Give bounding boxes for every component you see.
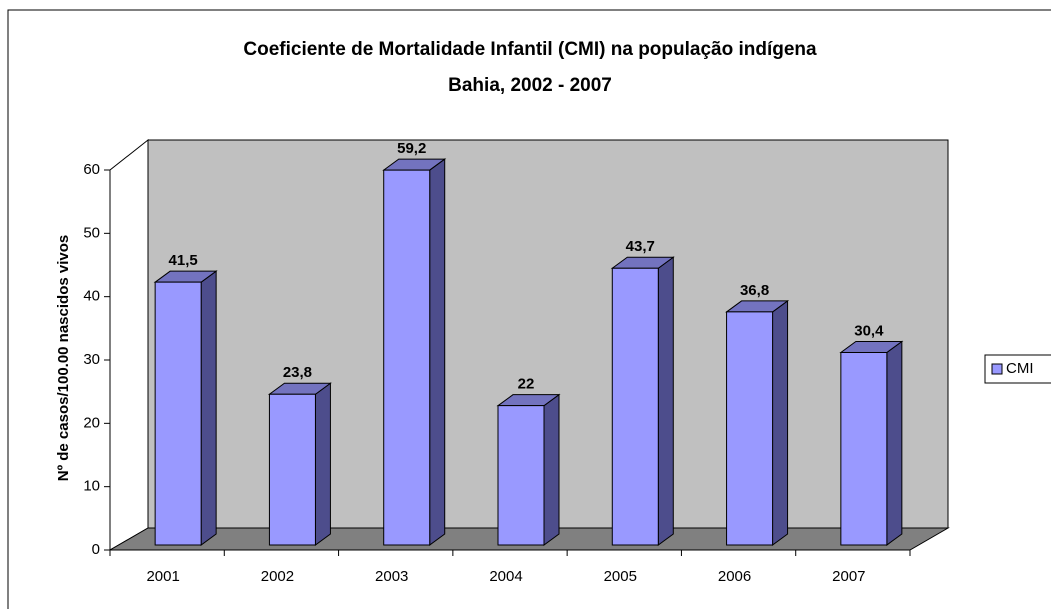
x-tick-label: 2006 xyxy=(718,568,751,585)
value-label: 59,2 xyxy=(397,140,426,157)
y-tick-label: 10 xyxy=(83,478,100,495)
value-label: 36,8 xyxy=(740,282,769,299)
bar-front xyxy=(383,169,431,546)
x-tick-label: 2001 xyxy=(146,568,179,585)
bar xyxy=(382,158,447,546)
x-tick-label: 2005 xyxy=(604,568,637,585)
x-tick-label: 2003 xyxy=(375,568,408,585)
legend-label: CMI xyxy=(1006,360,1034,377)
side-wall xyxy=(109,138,149,551)
bar xyxy=(839,340,904,546)
bar-side xyxy=(886,340,903,546)
bar-side xyxy=(772,299,789,546)
bar-side xyxy=(657,256,674,546)
chart-title: Coeficiente de Mortalidade Infantil (CMI… xyxy=(243,39,817,60)
bar-front xyxy=(497,405,545,546)
bar xyxy=(267,382,332,546)
chart-subtitle: Bahia, 2002 - 2007 xyxy=(448,75,612,96)
value-label: 30,4 xyxy=(854,322,884,339)
y-tick-label: 0 xyxy=(92,541,100,558)
bar xyxy=(610,256,675,546)
x-tick-label: 2004 xyxy=(489,568,522,585)
bar xyxy=(725,299,790,546)
bar-side xyxy=(543,393,560,546)
bar-side xyxy=(200,270,217,546)
value-label: 22 xyxy=(518,376,535,393)
y-tick-label: 60 xyxy=(83,161,100,178)
bar-front xyxy=(154,281,202,546)
bar xyxy=(153,270,218,546)
x-tick-label: 2007 xyxy=(832,568,865,585)
y-tick-label: 50 xyxy=(83,224,100,241)
bar-side xyxy=(314,382,331,546)
bar-front xyxy=(840,351,888,546)
legend-swatch xyxy=(991,363,1003,375)
bar xyxy=(496,393,561,546)
bar-front xyxy=(268,393,316,546)
bar-front xyxy=(726,311,774,546)
y-tick-label: 20 xyxy=(83,414,100,431)
value-label: 43,7 xyxy=(626,238,655,255)
value-label: 41,5 xyxy=(169,252,198,269)
value-label: 23,8 xyxy=(283,364,312,381)
y-tick-label: 30 xyxy=(83,351,100,368)
x-tick-label: 2002 xyxy=(261,568,294,585)
y-tick-label: 40 xyxy=(83,288,100,305)
bar-front xyxy=(611,267,659,546)
bar-side xyxy=(429,158,446,546)
y-axis-label: Nº de casos/100.00 nascidos vivos xyxy=(55,235,72,481)
